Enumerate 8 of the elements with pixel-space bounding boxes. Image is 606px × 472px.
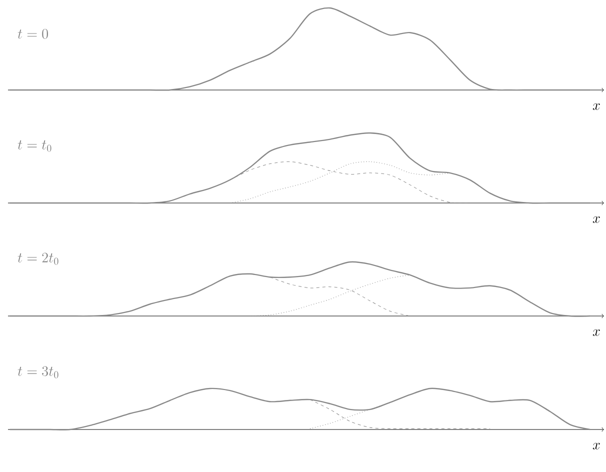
x-axis-title: $x$ <box>592 442 600 450</box>
text: $t = 0$ <box>18 28 48 39</box>
x-axis-title: $x$ <box>592 329 600 336</box>
text: $t = t_0$ <box>18 140 52 152</box>
x-axis-title: $x$ <box>592 216 600 223</box>
chart-title: $t = 2t_0$ <box>18 252 58 265</box>
chart-title: $t = 3t_0$ <box>18 366 58 378</box>
x-axis-title: $x$ <box>592 103 600 110</box>
